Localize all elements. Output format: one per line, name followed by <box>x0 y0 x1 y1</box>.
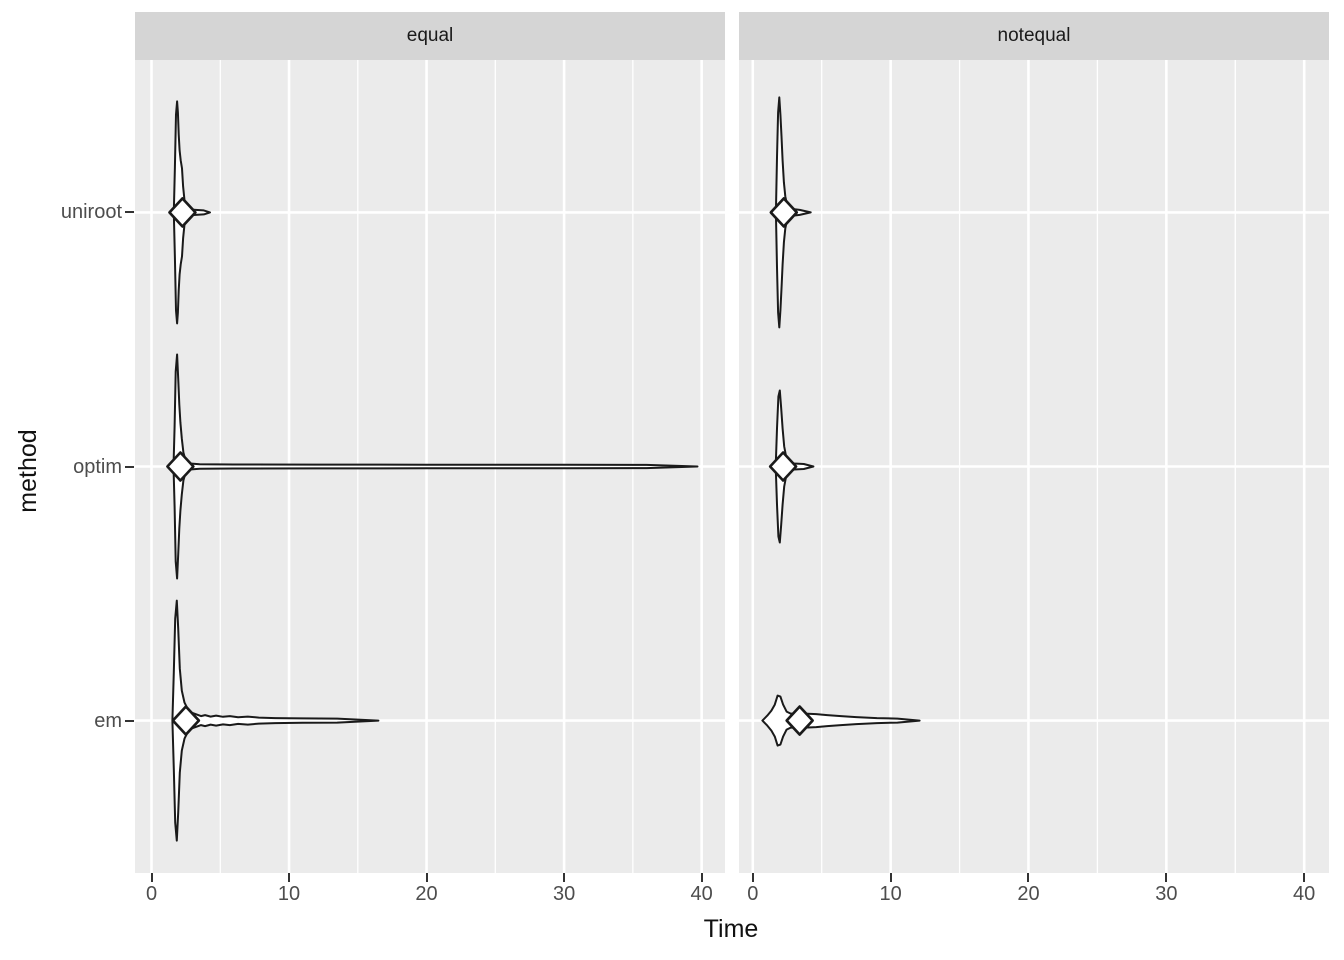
mean-diamond-em <box>171 705 201 736</box>
x-tick-mark <box>1027 873 1030 882</box>
x-tick-mark <box>1303 873 1306 882</box>
x-tick-mark <box>425 873 428 882</box>
x-tick-label: 30 <box>1155 883 1178 905</box>
x-axis-title: Time <box>703 914 759 943</box>
y-tick-label-uniroot: uniroot <box>60 201 122 224</box>
x-tick-label: 0 <box>145 883 158 905</box>
x-tick-mark <box>889 873 892 882</box>
x-tick-label: 30 <box>552 883 576 905</box>
x-tick-mark <box>563 873 566 882</box>
x-tick-mark <box>700 873 703 882</box>
y-tick-mark <box>125 465 134 468</box>
y-tick-mark <box>125 211 134 214</box>
x-tick-label: 40 <box>1293 883 1316 905</box>
facet-strip-label: notequal <box>997 25 1071 46</box>
mean-diamond-uniroot <box>168 197 197 228</box>
x-tick-mark <box>751 873 754 882</box>
facet-panel-notequal <box>739 60 1329 873</box>
violin-em <box>761 694 921 747</box>
x-tick-label: 0 <box>747 883 759 905</box>
mean-diamond-optim <box>768 451 798 482</box>
violin-optim <box>172 353 699 580</box>
mean-diamond-em <box>785 705 814 736</box>
x-tick-mark <box>1165 873 1168 882</box>
y-tick-label-optim: optim <box>73 455 122 478</box>
x-tick-label: 10 <box>277 883 301 905</box>
facet-strip-notequal: notequal <box>739 12 1329 60</box>
x-tick-label: 20 <box>415 883 438 905</box>
facet-strip-equal: equal <box>135 12 725 60</box>
x-tick-mark <box>288 873 291 882</box>
mean-diamond-uniroot <box>769 197 799 228</box>
x-tick-label: 10 <box>879 883 902 905</box>
x-tick-mark <box>150 873 153 882</box>
x-tick-label: 40 <box>690 883 713 905</box>
y-tick-label-em: em <box>94 709 122 732</box>
x-tick-label: 20 <box>1017 883 1040 905</box>
facet-panel-equal <box>135 60 725 873</box>
y-tick-mark <box>125 719 134 722</box>
mean-diamond-optim <box>166 451 195 482</box>
facet-strip-label: equal <box>406 25 454 46</box>
